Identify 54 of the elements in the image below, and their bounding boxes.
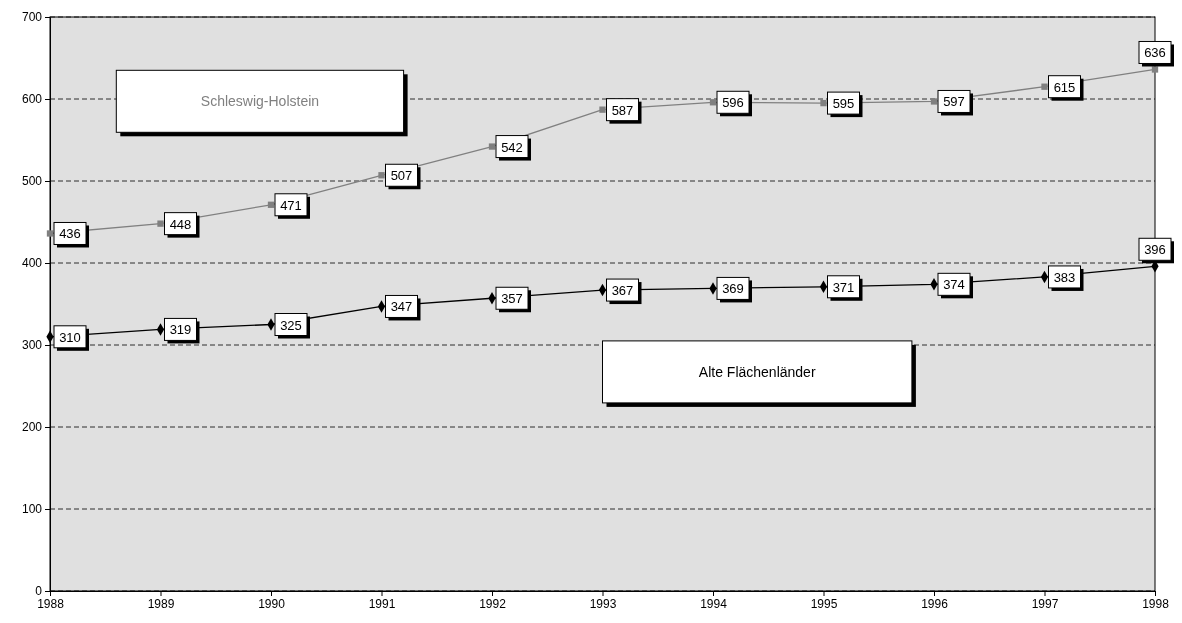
data-label: 325 <box>280 317 302 333</box>
data-label: 596 <box>722 95 744 111</box>
text: Schleswig-Holstein <box>200 93 320 110</box>
data-label: 396 <box>1144 242 1166 258</box>
point <box>709 99 717 106</box>
x-tick-label: 1996 <box>921 596 949 611</box>
data-label: 542 <box>501 139 523 155</box>
y-tick-label: 400 <box>21 256 43 271</box>
point <box>378 172 385 179</box>
data-label: 507 <box>390 168 413 184</box>
point <box>820 99 827 107</box>
point <box>46 230 54 237</box>
y-tick-label: 100 <box>21 502 43 517</box>
point <box>1041 83 1048 90</box>
data-label: 319 <box>169 322 192 338</box>
x-tick-label: 1991 <box>368 596 396 611</box>
point <box>930 98 938 105</box>
text: Alte Flächenländer <box>698 363 816 380</box>
x-tick-label: 1992 <box>479 596 507 611</box>
point <box>599 106 606 113</box>
point <box>488 143 496 150</box>
data-label: 371 <box>832 279 855 295</box>
x-tick-label: 1995 <box>810 596 838 611</box>
y-tick-label: 600 <box>21 92 43 107</box>
x-tick-label: 1997 <box>1031 596 1059 611</box>
y-tick-label: 700 <box>21 10 43 25</box>
data-label: 367 <box>611 283 634 299</box>
data-label: 374 <box>943 277 965 293</box>
x-tick-label: 1990 <box>258 596 286 611</box>
data-label: 310 <box>59 329 81 345</box>
data-label: 636 <box>1144 45 1166 61</box>
x-tick-label: 1988 <box>37 596 65 611</box>
data-label: 357 <box>501 291 523 307</box>
point <box>267 201 275 208</box>
data-label: 587 <box>611 102 634 118</box>
data-label: 383 <box>1053 269 1076 285</box>
data-label: 347 <box>390 299 413 315</box>
data-label: 471 <box>280 197 302 213</box>
data-label: 369 <box>722 281 744 297</box>
x-tick-label: 1994 <box>700 596 728 611</box>
x-tick-label: 1989 <box>147 596 175 611</box>
y-tick-label: 500 <box>21 174 43 189</box>
data-label: 448 <box>169 216 192 232</box>
x-tick-label: 1998 <box>1142 596 1170 611</box>
data-label: 615 <box>1053 79 1076 95</box>
point <box>157 220 164 227</box>
data-label: 436 <box>59 226 81 242</box>
x-tick-label: 1993 <box>589 596 617 611</box>
data-label: 595 <box>832 96 855 112</box>
point <box>1151 66 1159 73</box>
y-tick-label: 300 <box>21 338 43 353</box>
y-tick-label: 200 <box>21 420 43 435</box>
data-label: 597 <box>943 94 965 110</box>
y-tick-label: 0 <box>35 584 43 599</box>
